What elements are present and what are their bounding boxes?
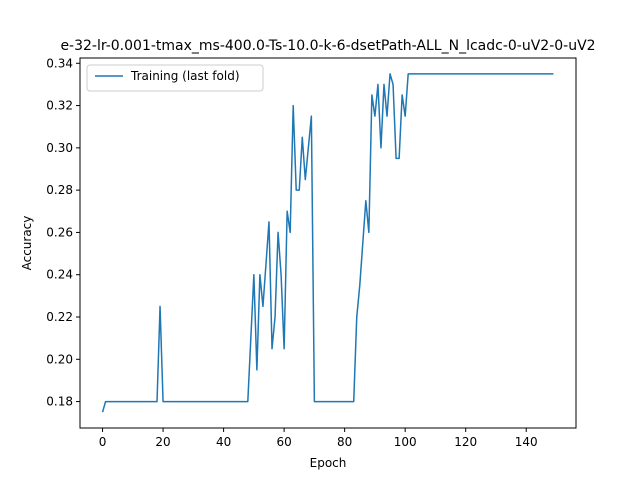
legend-series-label: Training (last fold) (130, 69, 240, 83)
y-tick-label: 0.20 (46, 352, 73, 366)
y-tick-label: 0.34 (46, 56, 73, 70)
x-axis-label: Epoch (310, 456, 347, 470)
y-tick-label: 0.18 (46, 395, 73, 409)
plot-area-frame (79, 57, 577, 429)
x-tick-label: 20 (155, 435, 170, 449)
x-tick-label: 140 (515, 435, 538, 449)
y-axis-ticks: 0.18 0.20 0.22 0.24 0.26 0.28 0.30 0.32 0.34 (46, 56, 80, 409)
x-tick-label: 0 (99, 435, 107, 449)
y-tick-label: 0.32 (46, 99, 73, 113)
y-tick-label: 0.28 (46, 183, 73, 197)
x-tick-label: 40 (216, 435, 231, 449)
chart-title: e-32-lr-0.001-tmax_ms-400.0-Ts-10.0-k-6-… (60, 38, 595, 54)
x-axis-ticks: 0 20 40 60 80 100 120 140 (99, 428, 538, 449)
legend-box (86, 64, 264, 92)
x-tick-label: 100 (394, 435, 417, 449)
legend: Training (last fold) (86, 64, 264, 92)
x-tick-label: 120 (454, 435, 477, 449)
y-tick-label: 0.24 (46, 268, 73, 282)
y-tick-label: 0.22 (46, 310, 73, 324)
y-tick-label: 0.26 (46, 225, 73, 239)
y-tick-label: 0.30 (46, 141, 73, 155)
x-tick-label: 80 (337, 435, 352, 449)
series-line-training (101, 73, 554, 413)
y-axis-label: Accuracy (20, 216, 34, 271)
series-layer (101, 73, 554, 413)
x-tick-label: 60 (276, 435, 291, 449)
